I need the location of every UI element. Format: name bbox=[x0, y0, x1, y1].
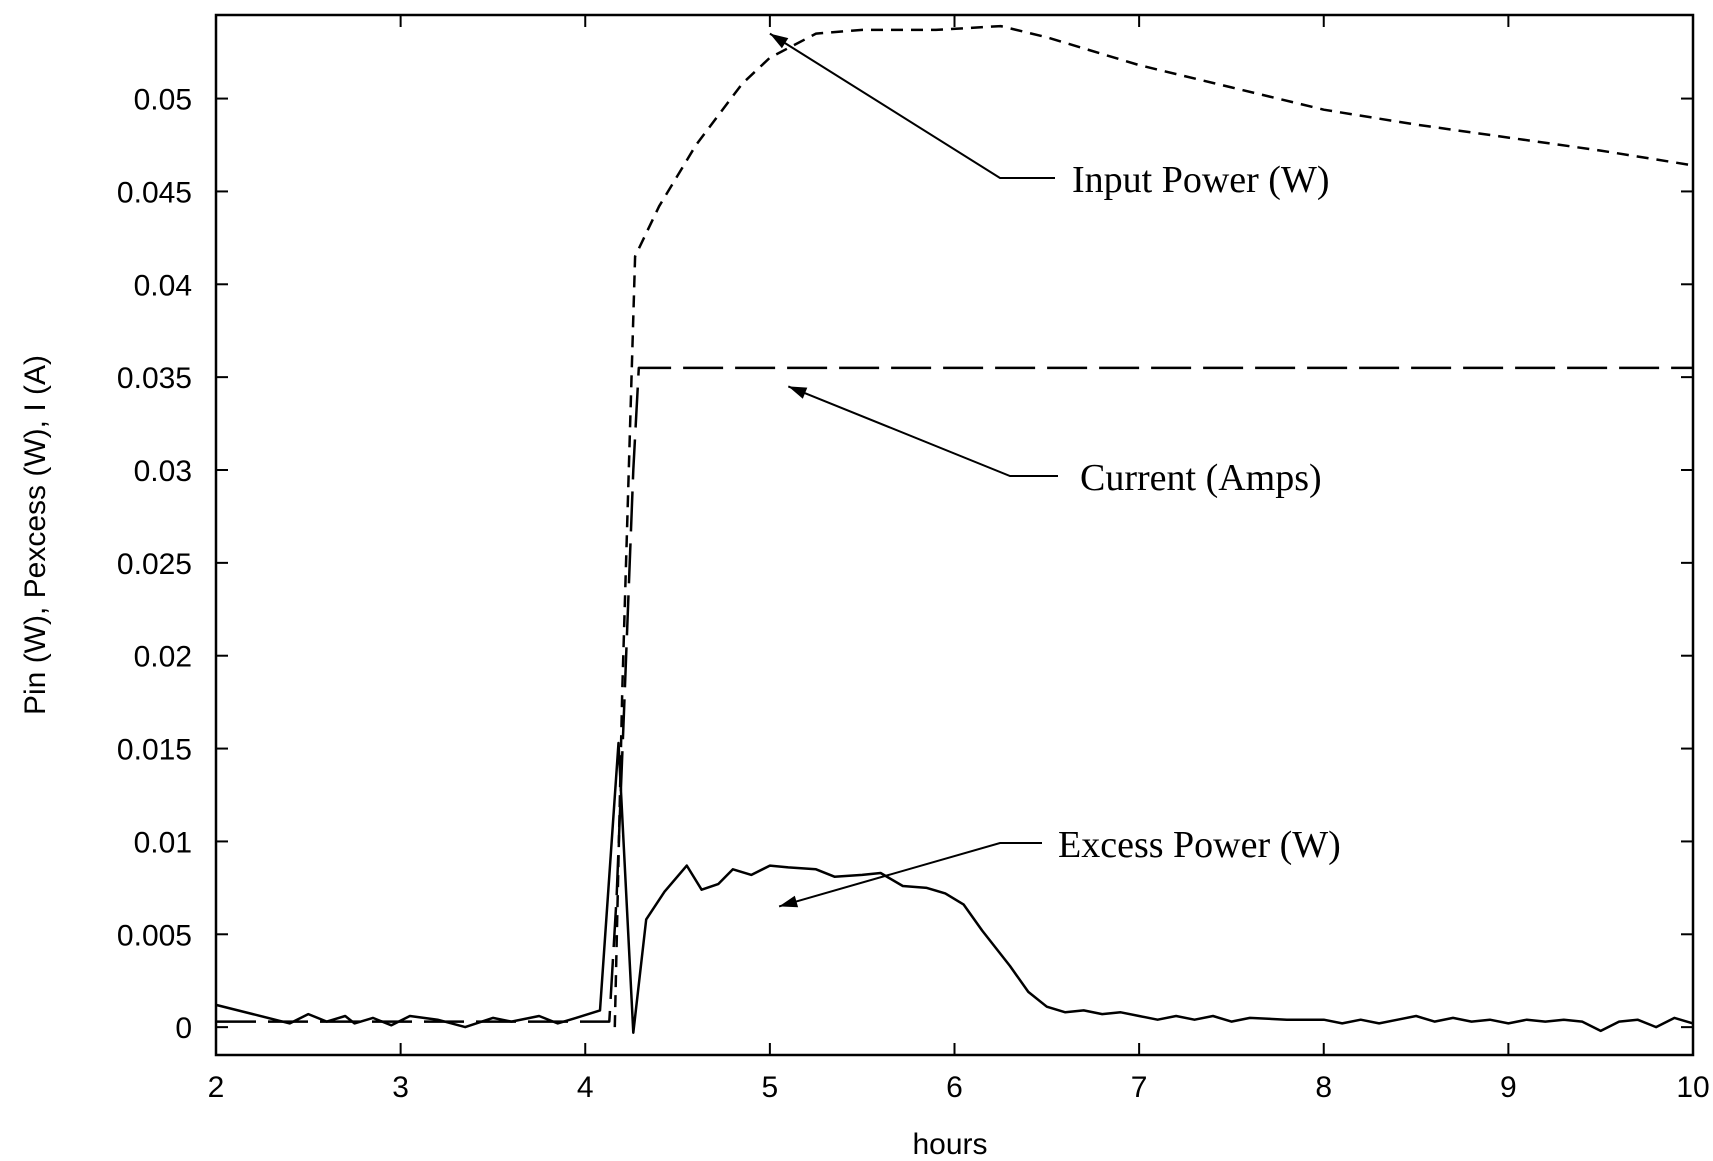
x-axis: 2 3 4 5 6 7 8 9 10 bbox=[208, 15, 1710, 1104]
x-tick-label: 3 bbox=[392, 1071, 409, 1104]
annotation-input-power: Input Power (W) bbox=[1072, 159, 1329, 201]
x-tick-label: 6 bbox=[946, 1071, 963, 1104]
y-tick-label: 0.005 bbox=[117, 919, 192, 952]
series-layer bbox=[215, 24, 1694, 1034]
y-tick-label: 0.05 bbox=[134, 84, 192, 117]
x-tick-label: 4 bbox=[577, 1071, 594, 1104]
annotation-leader-current bbox=[787, 385, 1058, 477]
y-axis-title: Pin (W), Pexcess (W), I (A) bbox=[19, 355, 52, 715]
y-tick-label: 0.03 bbox=[134, 455, 192, 488]
y-tick-label: 0.01 bbox=[134, 826, 192, 859]
x-tick-label: 9 bbox=[1500, 1071, 1517, 1104]
y-tick-label: 0.02 bbox=[134, 641, 192, 674]
annotation-arrow-input bbox=[769, 33, 789, 49]
y-axis: 0 0.005 0.01 0.015 0.02 0.025 0.03 0.035 0.04 0.0… bbox=[117, 84, 1693, 1045]
series-line-input-power bbox=[613, 24, 1694, 1028]
annotation-arrow-excess bbox=[779, 895, 799, 908]
annotation-current: Current (Amps) bbox=[1080, 457, 1322, 499]
annotation-leader-input bbox=[769, 32, 1055, 179]
y-tick-label: 0.035 bbox=[117, 362, 192, 395]
x-tick-label: 2 bbox=[208, 1071, 225, 1104]
x-tick-label: 7 bbox=[1131, 1071, 1148, 1104]
series-line-current bbox=[216, 366, 1693, 1023]
x-tick-label: 8 bbox=[1315, 1071, 1332, 1104]
x-tick-label: 5 bbox=[762, 1071, 779, 1104]
annotation-leader-excess bbox=[778, 842, 1042, 908]
y-tick-label: 0.04 bbox=[134, 269, 192, 302]
x-tick-label: 10 bbox=[1676, 1071, 1709, 1104]
y-tick-label: 0.015 bbox=[117, 734, 192, 767]
series-line-excess-power bbox=[215, 741, 1694, 1034]
annotation-layer: Input Power (W) Current (Amps) Excess Po… bbox=[769, 32, 1341, 908]
annotation-excess-power: Excess Power (W) bbox=[1058, 824, 1341, 866]
annotation-arrow-current bbox=[788, 386, 808, 399]
y-tick-label: 0.045 bbox=[117, 176, 192, 209]
y-tick-label: 0 bbox=[175, 1012, 192, 1045]
x-axis-title: hours bbox=[912, 1128, 987, 1161]
y-tick-label: 0.025 bbox=[117, 548, 192, 581]
